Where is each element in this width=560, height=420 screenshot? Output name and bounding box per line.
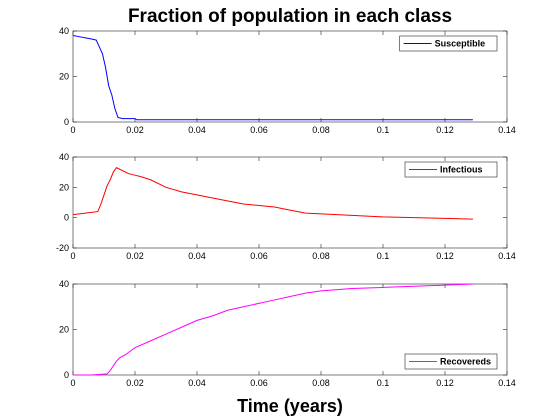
x-tick-label: 0.12 xyxy=(436,378,454,388)
x-tick-label: 0 xyxy=(70,378,75,388)
x-tick-label: 0.14 xyxy=(498,251,516,261)
legend-box xyxy=(399,35,498,52)
legend-box xyxy=(404,161,498,178)
y-tick-label: 40 xyxy=(59,279,69,289)
x-tick-label: 0.1 xyxy=(377,251,390,261)
figure-title: Fraction of population in each class xyxy=(128,6,452,27)
x-tick-label: 0.08 xyxy=(312,125,330,135)
y-tick-label: 20 xyxy=(59,72,69,82)
y-tick-label: 0 xyxy=(64,370,69,380)
x-tick-label: 0.04 xyxy=(188,125,206,135)
x-tick-label: 0.12 xyxy=(436,125,454,135)
legend-label: Infectious xyxy=(440,165,483,175)
x-tick-label: 0.02 xyxy=(126,251,144,261)
x-tick-label: 0.02 xyxy=(126,125,144,135)
series-line-recovereds xyxy=(73,283,473,376)
legend: Infectious xyxy=(404,161,498,178)
x-tick-label: 0 xyxy=(70,125,75,135)
legend-label: Recovereds xyxy=(440,357,491,367)
subplot-2: 0 0.02 0.04 0.06 0.08 0.1 0.12 0.14-2002040Infe… xyxy=(56,152,516,261)
subplots: 0 0.02 0.04 0.06 0.08 0.1 0.12 0.1402040Suscept… xyxy=(56,26,516,388)
legend-box xyxy=(404,353,498,370)
x-tick-label: 0.1 xyxy=(377,378,390,388)
y-tick-label: 20 xyxy=(59,182,69,192)
y-tick-label: 0 xyxy=(64,213,69,223)
x-tick-label: 0.14 xyxy=(498,378,516,388)
y-tick-label: 40 xyxy=(59,26,69,36)
series-line-susceptible xyxy=(72,35,473,121)
x-tick-label: 0.1 xyxy=(377,125,390,135)
legend: Recovereds xyxy=(404,353,498,370)
y-tick-label: 20 xyxy=(59,325,69,335)
x-tick-label: 0.06 xyxy=(250,125,268,135)
x-tick-label: 0.06 xyxy=(250,378,268,388)
x-tick-label: 0.04 xyxy=(188,378,206,388)
x-tick-label: 0.02 xyxy=(126,378,144,388)
series-line-infectious xyxy=(72,166,473,220)
axes-box xyxy=(72,156,508,249)
y-tick-label: -20 xyxy=(56,243,69,253)
legend: Susceptible xyxy=(399,35,498,52)
x-tick-label: 0.14 xyxy=(498,125,516,135)
y-tick-label: 0 xyxy=(64,117,69,127)
x-tick-label: 0.08 xyxy=(312,378,330,388)
x-tick-label: 0 xyxy=(70,251,75,261)
subplot-1: 0 0.02 0.04 0.06 0.08 0.1 0.12 0.14 0 20 40 Suscept… xyxy=(59,26,516,135)
y-tick-label: 40 xyxy=(59,152,69,162)
legend-label: Susceptible xyxy=(435,39,486,49)
subplot-3: 0 0.02 0.04 0.06 0.08 0.1 0.12 0.14 0 20 40 Recover… xyxy=(59,279,516,388)
x-tick-label: 0.12 xyxy=(436,251,454,261)
x-tick-label: 0.06 xyxy=(250,251,268,261)
figure-x-axis-label: Time (years) xyxy=(237,396,343,416)
x-tick-label: 0.08 xyxy=(312,251,330,261)
x-tick-label: 0.04 xyxy=(188,251,206,261)
